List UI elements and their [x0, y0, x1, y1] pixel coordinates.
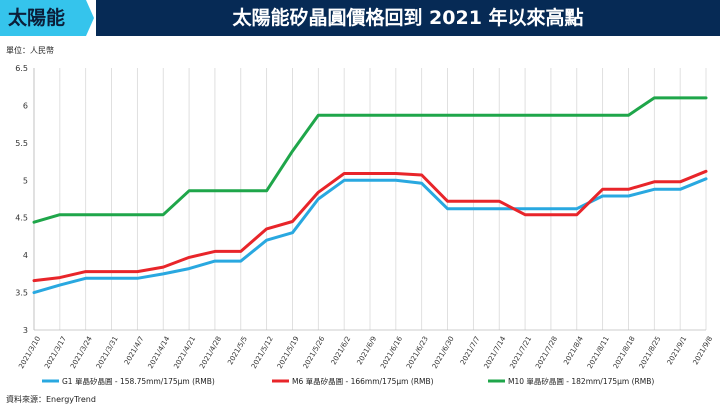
x-tick-label: 2021/7/14: [483, 335, 508, 371]
header-bar: 太陽能 太陽能矽晶圓價格回到 2021 年以來高點: [0, 0, 720, 36]
x-tick-label: 2021/4/7: [123, 335, 146, 366]
x-tick-label: 2021/5/26: [302, 335, 327, 371]
x-tick-label: 2021/5/19: [276, 335, 301, 370]
unit-label: 單位：人民幣: [6, 46, 54, 55]
page-title: 太陽能矽晶圓價格回到 2021 年以來高點: [96, 0, 720, 36]
x-tick-label: 2021/3/17: [43, 335, 68, 370]
x-tick-label: 2021/4/21: [172, 335, 197, 370]
x-tick-label: 2021/6/2: [330, 335, 353, 366]
x-tick-label: 2021/8/11: [586, 335, 611, 370]
x-tick-label: 2021/6/30: [431, 335, 456, 370]
x-tick-label: 2021/3/31: [95, 335, 120, 370]
x-tick-label: 2021/6/9: [356, 335, 379, 366]
series-line: [32, 169, 708, 283]
x-tick-label: 2021/4/28: [198, 335, 223, 370]
y-tick-label: 5: [23, 176, 28, 185]
category-tag: 太陽能: [0, 0, 94, 36]
legend-label: G1 單晶矽晶圓 - 158.75mm/175μm (RMB): [62, 376, 215, 386]
x-tick-label: 2021/8/4: [562, 335, 585, 367]
y-tick-label: 6.5: [15, 64, 28, 73]
series-line: [32, 177, 708, 295]
y-tick-label: 5.5: [15, 139, 28, 148]
x-tick-label: 2021/5/5: [226, 335, 249, 366]
y-tick-label: 6: [23, 101, 28, 110]
x-tick-label: 2021/6/23: [405, 335, 430, 370]
x-tick-label: 2021/3/24: [69, 335, 94, 371]
x-tick-label: 2021/4/14: [147, 335, 172, 371]
source-label: 資料來源：EnergyTrend: [6, 395, 96, 404]
x-tick-label: 2021/9/1: [666, 335, 689, 366]
x-tick-label: 2021/7/7: [459, 335, 482, 366]
x-tick-label: 2021/8/18: [612, 335, 637, 370]
x-tick-label: 2021/7/28: [534, 335, 559, 370]
x-tick-label: 2021/6/16: [379, 335, 404, 371]
x-tick-label: 2021/8/25: [638, 335, 663, 370]
x-tick-label: 2021/5/12: [250, 335, 275, 370]
y-tick-label: 4: [23, 251, 28, 260]
legend-label: M10 單晶矽晶圓 - 182mm/175μm (RMB): [508, 376, 654, 386]
y-tick-label: 3: [23, 326, 28, 335]
x-tick-label: 2021/3/10: [17, 335, 42, 370]
x-tick-label: 2021/7/21: [508, 335, 533, 370]
x-tick-label: 2021/9/8: [692, 335, 715, 366]
legend-label: M6 單晶矽晶圓 - 166mm/175μm (RMB): [292, 376, 434, 386]
y-tick-label: 3.5: [15, 289, 28, 298]
y-tick-label: 4.5: [15, 214, 28, 223]
series-line: [32, 96, 708, 224]
